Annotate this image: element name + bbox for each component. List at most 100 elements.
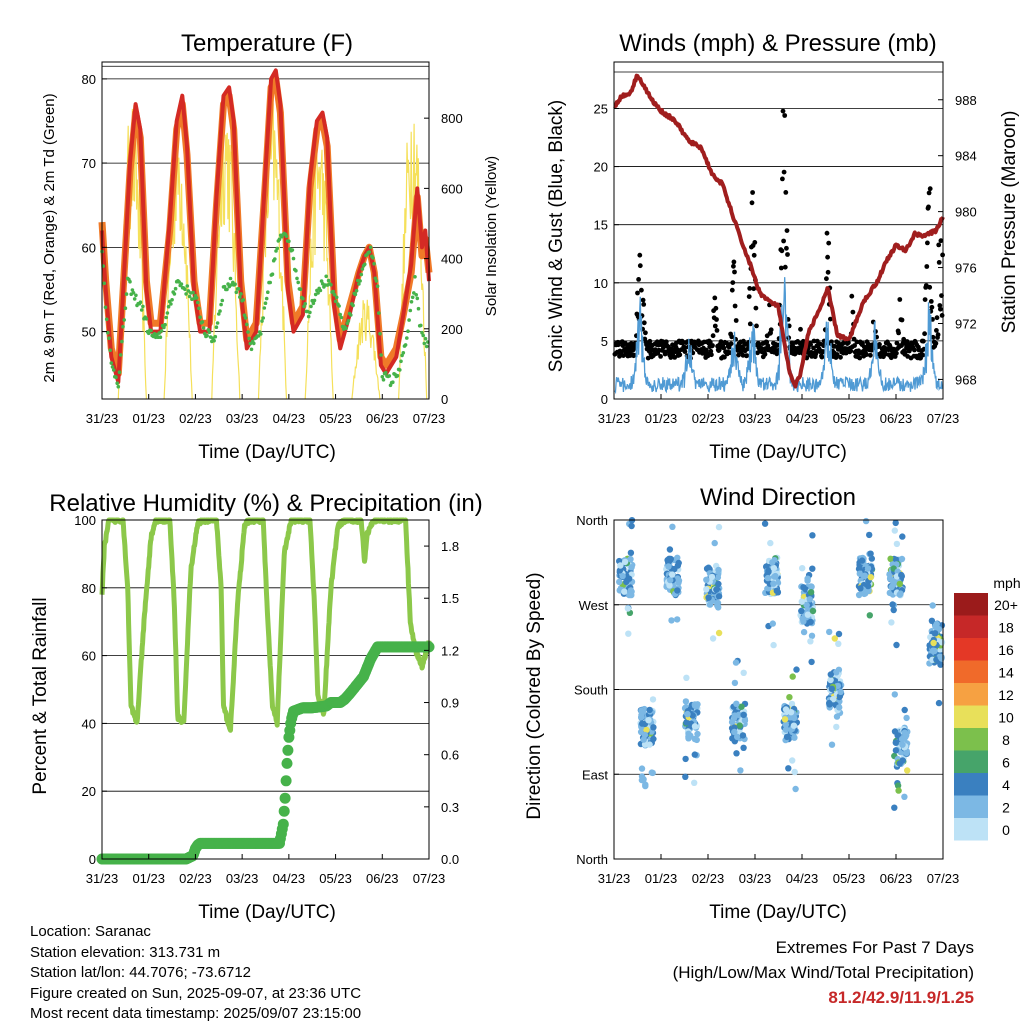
gust-point bbox=[658, 354, 663, 359]
gust-point bbox=[733, 318, 739, 323]
gust-point bbox=[637, 252, 643, 258]
dewpoint-series bbox=[100, 231, 430, 389]
gust-point bbox=[936, 260, 942, 265]
dewpoint-point bbox=[378, 331, 382, 336]
gust-point bbox=[732, 269, 737, 275]
y-tick-label: 60 bbox=[82, 240, 96, 255]
gust-point bbox=[852, 343, 857, 348]
gust-point bbox=[933, 341, 939, 346]
direction-point bbox=[642, 782, 649, 790]
direction-point bbox=[892, 747, 900, 754]
gust-point bbox=[922, 297, 928, 302]
legend-swatch bbox=[954, 795, 988, 818]
extremes-subheading: (High/Low/Max Wind/Total Precipitation) bbox=[672, 963, 974, 982]
y2-tick-label: 600 bbox=[441, 181, 463, 196]
x-tick-label: 04/23 bbox=[273, 411, 306, 426]
dewpoint-point bbox=[103, 305, 108, 310]
gust-point bbox=[782, 264, 788, 270]
dewpoint-point bbox=[260, 319, 264, 323]
dewpoint-point bbox=[242, 313, 247, 318]
relative-humidity-series bbox=[99, 517, 432, 733]
gust-point bbox=[729, 287, 735, 293]
direction-point bbox=[828, 741, 836, 748]
y-tick-label: 20 bbox=[82, 784, 96, 799]
direction-y-label: Direction (Colored By Speed) bbox=[524, 572, 545, 819]
extremes-box: Extremes For Past 7 Days (High/Low/Max W… bbox=[673, 935, 974, 1010]
direction-point bbox=[714, 574, 722, 581]
dewpoint-point bbox=[405, 336, 409, 340]
legend-swatch bbox=[954, 660, 988, 683]
direction-point bbox=[898, 735, 906, 743]
legend-label: 6 bbox=[1002, 755, 1010, 771]
x-tick-label: 06/23 bbox=[366, 411, 399, 426]
gust-point bbox=[849, 293, 855, 299]
winds-x-label: Time (Day/UTC) bbox=[709, 442, 847, 463]
direction-point bbox=[786, 694, 793, 701]
direction-point bbox=[731, 679, 739, 687]
direction-point bbox=[808, 583, 815, 590]
humidity-x-label: Time (Day/UTC) bbox=[198, 902, 336, 923]
direction-point bbox=[929, 602, 936, 609]
direction-point bbox=[782, 721, 789, 728]
direction-point bbox=[674, 616, 681, 623]
dewpoint-point bbox=[371, 255, 375, 260]
direction-point bbox=[715, 593, 723, 600]
direction-point bbox=[886, 575, 894, 582]
gust-point bbox=[894, 340, 900, 346]
gust-point bbox=[924, 264, 930, 269]
direction-point bbox=[639, 720, 646, 727]
legend-swatch bbox=[954, 615, 988, 638]
precip-point bbox=[278, 805, 290, 817]
direction-point bbox=[624, 605, 632, 612]
figure-created: Figure created on Sun, 2025-09-07, at 23… bbox=[30, 984, 362, 1002]
gust-point bbox=[937, 303, 943, 308]
dewpoint-point bbox=[358, 279, 362, 283]
gust-point bbox=[838, 354, 843, 360]
direction-point bbox=[682, 755, 689, 763]
direction-point bbox=[930, 639, 937, 647]
dewpoint-point bbox=[158, 335, 163, 340]
dewpoint-point bbox=[123, 306, 128, 311]
dewpoint-point bbox=[219, 302, 223, 307]
direction-point bbox=[638, 765, 646, 772]
x-tick-label: 04/23 bbox=[786, 871, 819, 886]
direction-x-label: Time (Day/UTC) bbox=[709, 902, 847, 923]
direction-point bbox=[668, 617, 675, 624]
dewpoint-point bbox=[384, 370, 388, 375]
gust-point bbox=[754, 323, 759, 329]
direction-point bbox=[731, 712, 738, 719]
gust-point bbox=[926, 190, 932, 196]
direction-point bbox=[790, 722, 798, 729]
temperature-panel: Temperature (F) 31/23 01/23 02/23 03/23 04/2… bbox=[41, 30, 500, 463]
dewpoint-point bbox=[249, 347, 254, 352]
dewpoint-point bbox=[308, 310, 312, 315]
direction-point bbox=[809, 532, 816, 539]
direction-point bbox=[646, 706, 653, 714]
dewpoint-point bbox=[377, 311, 381, 315]
direction-point bbox=[729, 735, 736, 742]
station-location: Location: Saranac bbox=[30, 923, 151, 940]
dewpoint-point bbox=[422, 341, 427, 346]
x-tick-label: 03/23 bbox=[739, 871, 772, 886]
direction-point bbox=[783, 733, 791, 741]
dewpoint-point bbox=[124, 292, 129, 296]
dewpoint-point bbox=[398, 368, 402, 372]
dewpoint-point bbox=[217, 312, 221, 316]
extremes-heading: Extremes For Past 7 Days bbox=[775, 938, 974, 957]
gust-point bbox=[854, 339, 860, 345]
direction-point bbox=[740, 669, 747, 676]
direction-point bbox=[809, 565, 816, 572]
dewpoint-point bbox=[407, 318, 411, 322]
gust-point bbox=[730, 280, 736, 285]
speed-legend: 20+ 18 16 14 12 10 8 6 4 2 0 bbox=[954, 593, 1018, 841]
dewpoint-point bbox=[401, 351, 406, 355]
dewpoint-point bbox=[337, 304, 341, 308]
dewpoint-point bbox=[245, 322, 249, 327]
dewpoint-point bbox=[122, 318, 126, 322]
dewpoint-point bbox=[287, 239, 291, 244]
direction-point bbox=[935, 699, 943, 707]
dewpoint-point bbox=[264, 296, 269, 301]
legend-label: 16 bbox=[998, 642, 1014, 658]
direction-point bbox=[931, 647, 938, 655]
gust-point bbox=[896, 330, 901, 336]
